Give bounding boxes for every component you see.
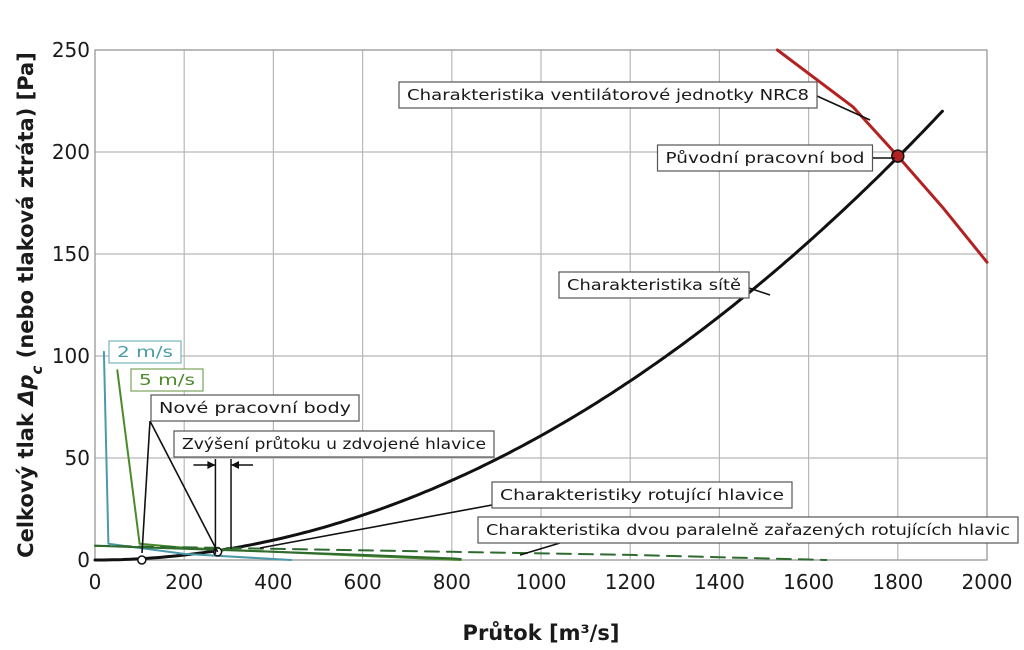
x-tick-label: 1600	[783, 570, 834, 594]
x-tick-label: 600	[344, 570, 382, 594]
series-line-2	[102, 350, 293, 561]
annotation-box	[656, 144, 874, 172]
annotation-label: Charakteristika sítě	[567, 276, 741, 294]
annotation-box	[130, 368, 204, 392]
y-axis-title-prefix: Celkový tlak	[14, 412, 38, 558]
annotation-box	[558, 271, 750, 299]
annotation-label: Charakteristika ventilátorové jednotky N…	[407, 86, 809, 104]
x-tick-label: 800	[433, 570, 471, 594]
y-tick-label: 200	[52, 140, 90, 164]
arrow-head	[207, 461, 216, 469]
annotation-leader	[259, 504, 493, 549]
y-axis-title-symbol: Δp	[14, 374, 38, 407]
plot-frame	[94, 49, 988, 561]
annotation-label: Nové pracovní body	[159, 399, 351, 417]
y-axis-title-subscript: c	[28, 365, 46, 374]
series-line-5	[94, 544, 828, 561]
annotation-leader	[149, 420, 219, 553]
annotation-box	[108, 340, 182, 364]
series-group	[93, 48, 989, 565]
x-tick-label: 1000	[516, 570, 567, 594]
annotation-label: 2 m/s	[117, 343, 173, 361]
grid	[94, 49, 988, 561]
x-tick-label: 1200	[605, 570, 656, 594]
annotation-leader	[748, 287, 771, 296]
x-tick-label: 400	[254, 570, 292, 594]
x-tick-label: 200	[165, 570, 203, 594]
x-tick-label: 0	[89, 570, 102, 594]
y-tick-label: 250	[52, 38, 90, 62]
arrow-head	[231, 461, 240, 469]
annotation-label: Zvýšení průtoku u zdvojené hlavice	[182, 435, 486, 453]
x-axis-title: Průtok [m³/s]	[463, 621, 620, 645]
annotation-box	[477, 516, 1019, 544]
x-tick-label: 2000	[962, 570, 1013, 594]
x-tick-label: 1800	[872, 570, 923, 594]
data-point	[891, 149, 905, 163]
y-tick-label: 100	[52, 344, 90, 368]
annotation-label: Charakteristiky rotující hlavice	[500, 486, 784, 504]
annotations: Charakteristika ventilátorové jednotky N…	[108, 81, 1019, 556]
x-tick-label: 1400	[694, 570, 745, 594]
y-axis-title-suffix: (nebo tlaková ztráta) [Pa]	[14, 52, 38, 358]
annotation-leader	[816, 95, 871, 121]
tick-labels: 0 200 400 600 800 1000 1200 1400 1600 1800 2000 0 50…	[52, 38, 1013, 594]
annotation-leader	[519, 542, 561, 556]
y-axis-title: Celkový tlak Δpc (nebo tlaková ztráta) […	[14, 52, 46, 558]
annotation-box	[150, 394, 360, 422]
data-point	[137, 555, 147, 565]
annotation-label: Původní pracovní bod	[666, 149, 865, 167]
y-tick-label: 0	[77, 548, 90, 572]
annotation-box	[173, 430, 495, 458]
annotation-box	[398, 81, 818, 109]
y-tick-label: 50	[65, 446, 90, 470]
annotation-leader	[141, 420, 151, 554]
annotation-label: 5 m/s	[139, 371, 195, 389]
annotation-box	[491, 481, 793, 509]
annotation-label: Charakteristika dvou paralelně zařazenýc…	[486, 521, 1010, 539]
series-line-4	[94, 544, 462, 560]
y-tick-label: 150	[52, 242, 90, 266]
